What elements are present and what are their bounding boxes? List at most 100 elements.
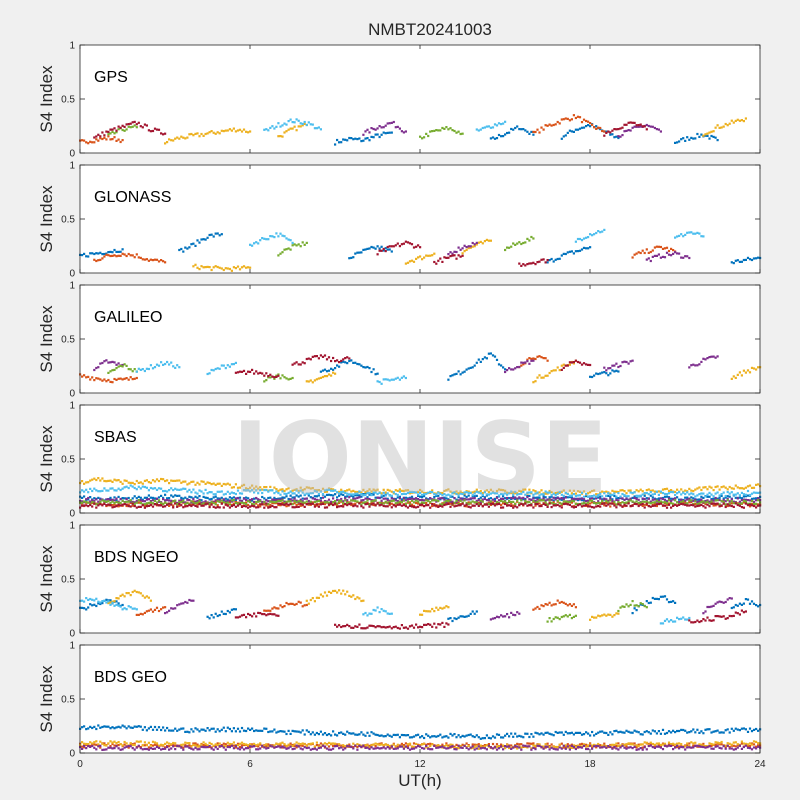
data-point (157, 609, 161, 613)
data-point (145, 496, 148, 499)
data-point (216, 500, 219, 503)
data-point (188, 731, 191, 734)
data-point (427, 134, 430, 138)
data-point (692, 621, 695, 624)
data-point (354, 137, 357, 140)
data-point (303, 604, 306, 607)
data-point (384, 247, 387, 250)
data-point (317, 377, 320, 380)
data-point (500, 364, 503, 367)
data-point (103, 500, 106, 503)
data-point (562, 733, 565, 736)
data-point (566, 117, 569, 120)
data-point (453, 129, 456, 133)
data-point (728, 500, 731, 503)
data-point (123, 363, 126, 366)
data-point (457, 492, 460, 495)
data-point (247, 612, 250, 616)
data-point (327, 356, 331, 359)
data-point (398, 490, 401, 493)
data-point (297, 119, 300, 122)
data-point (139, 496, 142, 499)
data-point (360, 503, 363, 506)
data-point (149, 608, 152, 611)
data-point (107, 361, 110, 364)
data-point (453, 250, 456, 253)
data-point (131, 370, 134, 373)
data-point (291, 244, 294, 247)
data-point (441, 736, 444, 739)
data-point (305, 729, 308, 732)
data-point (378, 504, 381, 507)
data-point (495, 615, 499, 618)
data-point (236, 727, 240, 730)
data-point (281, 741, 284, 744)
data-point (700, 730, 703, 733)
data-point (107, 600, 110, 603)
data-point (647, 501, 650, 504)
data-point (678, 140, 681, 143)
data-point (151, 502, 155, 505)
data-point (548, 732, 551, 735)
data-point (226, 490, 229, 493)
data-point (234, 361, 237, 364)
data-point (309, 733, 312, 736)
data-point (376, 488, 379, 491)
data-point (301, 742, 304, 745)
data-point (139, 481, 142, 484)
data-point (404, 376, 407, 380)
data-point (463, 244, 466, 247)
data-point (514, 490, 517, 493)
data-point (295, 505, 298, 509)
data-point (220, 610, 223, 613)
data-point (623, 123, 626, 126)
data-point (690, 621, 693, 624)
data-point (435, 504, 438, 507)
data-point (663, 488, 667, 491)
data-point (469, 612, 472, 615)
data-point (232, 744, 235, 747)
data-point (657, 744, 660, 747)
data-point (694, 232, 697, 235)
data-point (574, 250, 577, 253)
data-point (129, 126, 132, 129)
data-point (653, 126, 656, 130)
data-point (398, 488, 401, 491)
data-point (119, 504, 122, 507)
data-point (87, 142, 90, 145)
data-point (356, 596, 359, 599)
data-point (493, 500, 497, 503)
data-point (542, 502, 545, 505)
data-point (210, 614, 213, 617)
data-point (688, 616, 691, 620)
data-point (708, 137, 711, 140)
data-point (712, 489, 715, 492)
data-point (692, 493, 695, 496)
data-point (105, 252, 108, 255)
data-point (87, 505, 90, 508)
data-point (574, 495, 577, 498)
data-point (508, 616, 511, 619)
data-point (635, 125, 638, 128)
data-point (313, 505, 316, 508)
data-point (667, 489, 671, 492)
data-point (334, 589, 337, 592)
data-point (506, 732, 509, 735)
data-point (135, 488, 138, 491)
data-point (230, 730, 233, 733)
data-point (200, 132, 203, 136)
data-point (641, 249, 644, 252)
data-point (95, 506, 98, 509)
data-point (111, 381, 114, 384)
data-point (540, 604, 543, 607)
data-point (635, 497, 638, 501)
data-point (111, 251, 114, 254)
data-point (661, 728, 665, 731)
data-point (386, 378, 389, 381)
data-point (311, 501, 314, 504)
data-point (696, 619, 699, 622)
data-point (147, 501, 150, 504)
data-point (123, 501, 126, 504)
data-point (222, 726, 225, 729)
data-point (121, 603, 124, 607)
